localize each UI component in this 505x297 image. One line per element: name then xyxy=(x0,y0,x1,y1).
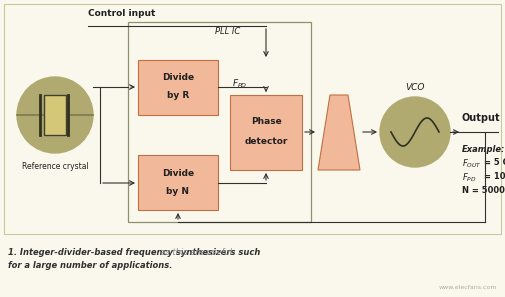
Text: detector: detector xyxy=(244,138,288,146)
Text: N = 50000: N = 50000 xyxy=(462,186,505,195)
Text: as this are useful: as this are useful xyxy=(8,248,232,257)
Bar xyxy=(44,95,66,135)
Bar xyxy=(128,22,311,222)
Text: Output: Output xyxy=(462,113,500,123)
Text: = 100 kHz: = 100 kHz xyxy=(484,172,505,181)
Text: $F_{OUT}$: $F_{OUT}$ xyxy=(462,158,482,170)
Text: Control input: Control input xyxy=(88,9,156,18)
Bar xyxy=(138,155,218,210)
Bar xyxy=(4,4,501,234)
Text: by R: by R xyxy=(167,91,189,100)
Text: Example:: Example: xyxy=(462,145,505,154)
Text: 1. Integer-divider-based frequency synthesizers such: 1. Integer-divider-based frequency synth… xyxy=(8,248,261,257)
Bar xyxy=(230,95,302,170)
Text: by N: by N xyxy=(167,187,189,195)
Text: Divide: Divide xyxy=(162,73,194,83)
Text: for a large number of applications.: for a large number of applications. xyxy=(8,261,172,270)
Text: VCO: VCO xyxy=(405,83,425,92)
Text: PLL IC: PLL IC xyxy=(215,27,240,36)
Text: = 5 GHz: = 5 GHz xyxy=(484,158,505,167)
Circle shape xyxy=(380,97,450,167)
Bar xyxy=(138,60,218,115)
Text: Divide: Divide xyxy=(162,168,194,178)
Text: www.elecfans.com: www.elecfans.com xyxy=(438,285,497,290)
Text: $F_{PD}$: $F_{PD}$ xyxy=(462,172,477,184)
Text: Reference crystal: Reference crystal xyxy=(22,162,88,171)
Polygon shape xyxy=(318,95,360,170)
Circle shape xyxy=(17,77,93,153)
Text: Phase: Phase xyxy=(250,118,281,127)
Text: $F_{PD}$: $F_{PD}$ xyxy=(232,78,247,90)
